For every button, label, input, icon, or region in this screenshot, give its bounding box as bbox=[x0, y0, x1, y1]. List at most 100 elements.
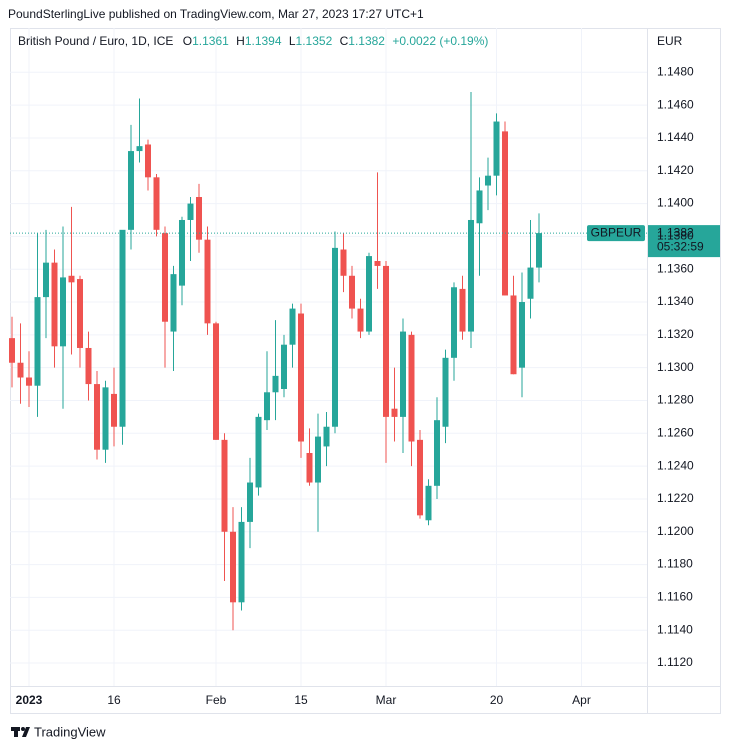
legend-o: O bbox=[183, 34, 192, 48]
y-tick-label: 1.1120 bbox=[657, 655, 693, 669]
candle-body bbox=[102, 387, 109, 450]
candle-body bbox=[340, 249, 347, 276]
candle-body bbox=[85, 347, 92, 385]
candle-body bbox=[366, 256, 372, 332]
candle-body bbox=[485, 175, 491, 186]
candle-body bbox=[111, 393, 117, 427]
candle-body bbox=[459, 288, 466, 332]
symbol-label: GBPEUR bbox=[591, 225, 642, 239]
x-tick-label: 20 bbox=[490, 693, 504, 707]
y-tick-label: 1.1280 bbox=[657, 393, 694, 407]
y-tick-label: 1.1480 bbox=[657, 64, 694, 78]
x-tick-label: Apr bbox=[572, 693, 591, 707]
x-tick-label: 2023 bbox=[16, 693, 43, 707]
candle-body bbox=[255, 416, 262, 488]
y-tick-label: 1.1200 bbox=[657, 524, 694, 538]
candle-body bbox=[374, 261, 381, 266]
legend: British Pound / Euro, 1D, ICE O1.1361 H1… bbox=[18, 34, 488, 48]
candle-body bbox=[196, 197, 202, 240]
candle-body bbox=[34, 297, 41, 386]
candles bbox=[9, 91, 542, 631]
legend-c: C bbox=[340, 34, 349, 48]
candle-body bbox=[306, 452, 313, 483]
candle-body bbox=[289, 308, 296, 345]
x-tick-label: Feb bbox=[206, 693, 227, 707]
candle-body bbox=[264, 392, 270, 421]
y-tick-label: 1.1240 bbox=[657, 458, 694, 472]
candle-body bbox=[536, 233, 542, 268]
countdown-label: 05:32:59 bbox=[657, 239, 704, 253]
y-tick-label: 1.1440 bbox=[657, 130, 694, 144]
x-tick-label: 16 bbox=[107, 693, 121, 707]
candle-body bbox=[51, 262, 58, 347]
y-tick-label: 1.1380 bbox=[657, 229, 694, 243]
y-tick-label: 1.1320 bbox=[657, 327, 694, 341]
candle-body bbox=[128, 151, 134, 230]
candle-body bbox=[349, 275, 355, 309]
y-tick-label: 1.1140 bbox=[657, 622, 693, 636]
candle-body bbox=[153, 177, 160, 230]
candle-body bbox=[26, 377, 32, 386]
candle-body bbox=[442, 357, 449, 427]
legend-change: +0.0022 (+0.19%) bbox=[392, 34, 488, 48]
candle-body bbox=[391, 408, 398, 417]
legend-close: 1.1382 bbox=[348, 34, 385, 48]
candle-body bbox=[187, 203, 194, 220]
y-tick-label: 1.1300 bbox=[657, 360, 694, 374]
candle-body bbox=[408, 334, 415, 442]
candle-body bbox=[230, 531, 236, 603]
footer: TradingView bbox=[34, 724, 106, 739]
x-tick-label: 15 bbox=[294, 693, 308, 707]
candle-body bbox=[77, 279, 83, 348]
y-tick-label: 1.1400 bbox=[657, 196, 694, 210]
legend-low: 1.1352 bbox=[296, 34, 333, 48]
candle-body bbox=[94, 384, 100, 450]
candle-body bbox=[68, 275, 75, 283]
y-tick-label: 1.1260 bbox=[657, 425, 694, 439]
symbol-badge bbox=[587, 225, 645, 242]
footer-logo bbox=[11, 727, 30, 737]
candle-body bbox=[119, 229, 126, 427]
candle-body bbox=[43, 262, 49, 298]
legend-high: 1.1394 bbox=[245, 34, 282, 48]
legend-h: H bbox=[236, 34, 245, 48]
candle-body bbox=[527, 267, 534, 299]
price-label: 1.1382 bbox=[657, 225, 694, 239]
legend-l: L bbox=[289, 34, 296, 48]
candle-body bbox=[145, 144, 151, 178]
candle-body bbox=[60, 277, 66, 347]
y-tick-label: 1.1160 bbox=[657, 590, 693, 604]
legend-title: British Pound / Euro, 1D, ICE bbox=[18, 34, 173, 48]
candle-body bbox=[357, 308, 364, 332]
candle-body bbox=[162, 233, 168, 322]
candle-body bbox=[136, 146, 143, 152]
candle-body bbox=[519, 302, 525, 368]
candle-body bbox=[238, 521, 245, 603]
price-badge bbox=[648, 225, 720, 258]
candle-body bbox=[298, 313, 304, 442]
candle-body bbox=[281, 344, 287, 389]
candle-body bbox=[468, 219, 474, 332]
candle-body bbox=[417, 439, 423, 516]
candle-body bbox=[332, 247, 338, 427]
candle-body bbox=[383, 265, 389, 417]
x-tick-label: Mar bbox=[376, 693, 397, 707]
candle-body bbox=[323, 426, 330, 447]
y-tick-label: 1.1220 bbox=[657, 491, 694, 505]
candle-body bbox=[315, 436, 321, 483]
y-tick-label: 1.1180 bbox=[657, 557, 693, 571]
candle-body bbox=[17, 362, 24, 378]
y-tick-label: 1.1420 bbox=[657, 163, 694, 177]
candle-body bbox=[400, 331, 406, 417]
candle-body bbox=[425, 485, 432, 521]
candle-body bbox=[170, 274, 177, 332]
candle-body bbox=[221, 439, 228, 532]
y-tick-label: 1.1360 bbox=[657, 261, 694, 275]
candle-body bbox=[502, 131, 508, 296]
frame bbox=[10, 28, 721, 714]
publisher-line: PoundSterlingLive published on TradingVi… bbox=[8, 7, 424, 21]
candle-body bbox=[434, 420, 440, 486]
